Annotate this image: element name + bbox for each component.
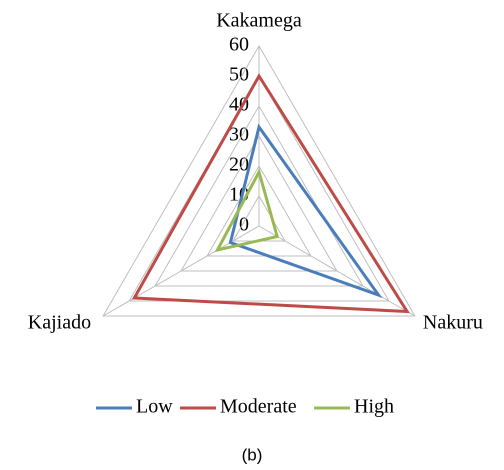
grid-ring bbox=[154, 104, 364, 287]
category-label: Kajiado bbox=[28, 312, 91, 334]
r-tick-label: 50 bbox=[229, 64, 249, 86]
grid-ring bbox=[206, 164, 312, 257]
legend-label: High bbox=[354, 396, 394, 418]
caption: (b) bbox=[242, 445, 263, 464]
grid-ring bbox=[102, 45, 416, 317]
r-tick-label: 0 bbox=[239, 214, 249, 236]
series-line bbox=[131, 73, 410, 314]
spoke bbox=[102, 225, 260, 317]
series-line bbox=[228, 123, 383, 299]
r-tick-label: 40 bbox=[229, 94, 249, 116]
grid-ring bbox=[180, 135, 338, 272]
legend-label: Low bbox=[136, 396, 173, 418]
category-label: Kakamega bbox=[216, 10, 302, 32]
series-line bbox=[214, 168, 280, 253]
r-tick-label: 20 bbox=[229, 154, 249, 176]
grid-ring bbox=[128, 74, 390, 302]
r-tick-label: 30 bbox=[229, 124, 249, 146]
legend-label: Moderate bbox=[220, 396, 297, 418]
spoke bbox=[258, 225, 416, 317]
r-tick-label: 60 bbox=[229, 34, 249, 56]
category-label: Nakuru bbox=[423, 312, 483, 334]
